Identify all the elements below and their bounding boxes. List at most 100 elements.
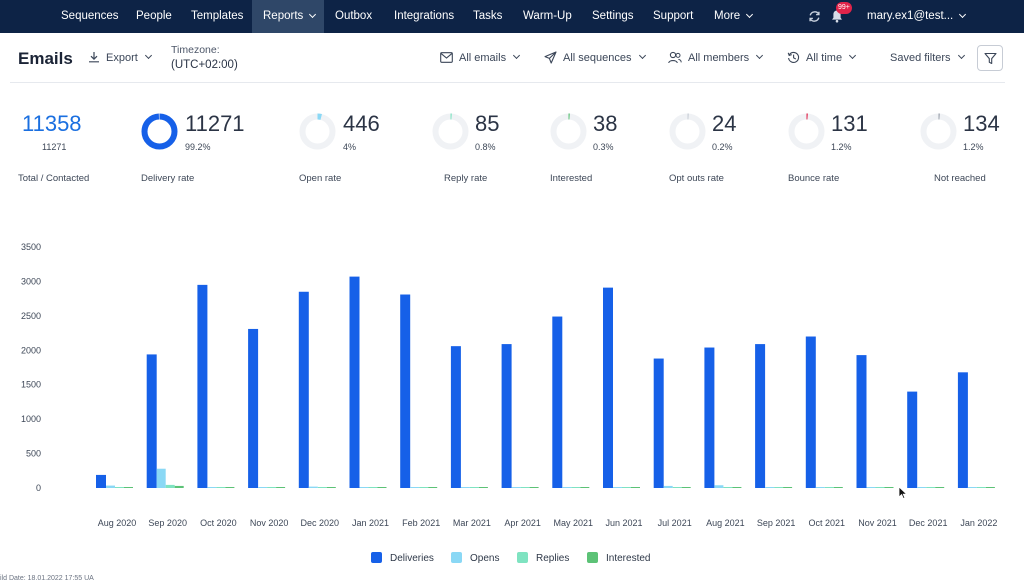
user-menu[interactable]: mary.ex1@test... [867,0,967,33]
export-button[interactable]: Export [88,50,152,66]
bar-interested-may-2021[interactable] [580,487,590,488]
timezone-value[interactable]: (UTC+02:00) [171,59,238,71]
bar-interested-aug-2021[interactable] [732,487,742,488]
bar-replies-dec-2021[interactable] [926,487,936,488]
bar-replies-aug-2021[interactable] [723,487,733,488]
bar-opens-sep-2020[interactable] [156,468,166,488]
nav-warm-up[interactable]: Warm-Up [523,10,572,22]
bar-replies-jan-2022[interactable] [976,487,986,488]
bar-opens-feb-2021[interactable] [410,487,420,488]
x-tick-label: Jul 2021 [658,518,692,528]
bar-deliveries-dec-2021[interactable] [907,391,918,488]
all-sequences-filter[interactable]: All sequences [544,50,646,66]
nav-outbox[interactable]: Outbox [335,10,373,22]
bar-interested-mar-2021[interactable] [478,487,488,488]
bar-deliveries-dec-2020[interactable] [298,291,309,488]
bar-deliveries-sep-2020[interactable] [146,354,157,488]
saved-filters-dropdown[interactable]: Saved filters [890,50,965,66]
bar-opens-aug-2020[interactable] [106,485,115,488]
bar-replies-feb-2021[interactable] [419,487,429,488]
bar-deliveries-nov-2021[interactable] [856,355,867,488]
bar-deliveries-jan-2021[interactable] [349,276,360,488]
all-members-filter[interactable]: All members [668,50,764,66]
bar-replies-may-2021[interactable] [571,487,581,488]
bar-deliveries-sep-2021[interactable] [755,344,766,488]
nav-people[interactable]: People [136,10,172,22]
bar-opens-oct-2021[interactable] [815,487,825,488]
bar-opens-aug-2021[interactable] [714,485,724,488]
all-time-filter[interactable]: All time [787,50,857,66]
bar-deliveries-jul-2021[interactable] [653,358,664,488]
refresh-icon[interactable] [808,10,821,23]
bar-interested-nov-2021[interactable] [884,487,894,488]
bar-opens-jun-2021[interactable] [613,487,622,488]
bar-interested-dec-2021[interactable] [935,487,945,488]
bar-replies-nov-2020[interactable] [267,487,277,488]
y-tick-label: 500 [26,449,41,459]
bar-deliveries-jan-2022[interactable] [957,372,968,488]
bar-interested-apr-2021[interactable] [529,487,539,488]
bar-opens-sep-2021[interactable] [765,487,775,488]
bar-interested-jul-2021[interactable] [681,487,691,488]
bar-interested-jan-2021[interactable] [377,487,387,488]
bar-interested-jan-2022[interactable] [985,487,995,488]
bar-replies-apr-2021[interactable] [520,487,530,488]
bar-deliveries-mar-2021[interactable] [450,346,461,488]
bar-deliveries-aug-2021[interactable] [704,347,715,488]
bar-deliveries-nov-2020[interactable] [248,328,259,488]
bar-replies-jul-2021[interactable] [672,487,682,488]
chart-legend: Deliveries Opens Replies Interested [0,551,1024,567]
bar-interested-oct-2021[interactable] [833,487,843,488]
legend-item-replies[interactable]: Replies [517,551,569,567]
bar-opens-nov-2021[interactable] [866,487,876,488]
bar-replies-jun-2021[interactable] [622,487,631,488]
bar-deliveries-aug-2020[interactable] [96,474,106,488]
nav-templates[interactable]: Templates [191,10,244,22]
bar-opens-nov-2020[interactable] [258,487,268,488]
bar-opens-jan-2021[interactable] [359,487,369,488]
bar-opens-dec-2020[interactable] [308,486,318,488]
bar-opens-jan-2022[interactable] [967,487,977,488]
bar-replies-nov-2021[interactable] [875,487,885,488]
bar-deliveries-oct-2021[interactable] [805,336,816,488]
bar-deliveries-jun-2021[interactable] [603,287,613,488]
bar-replies-sep-2021[interactable] [774,487,784,488]
bar-interested-sep-2021[interactable] [783,487,793,488]
bar-deliveries-apr-2021[interactable] [501,344,512,488]
bar-interested-dec-2020[interactable] [326,487,336,488]
bar-interested-nov-2020[interactable] [276,487,286,488]
bar-replies-mar-2021[interactable] [469,487,479,488]
bar-replies-sep-2020[interactable] [165,484,175,488]
nav-sequences[interactable]: Sequences [61,10,119,22]
nav-settings[interactable]: Settings [592,10,634,22]
bar-opens-dec-2021[interactable] [917,487,927,488]
bar-interested-oct-2020[interactable] [225,487,235,488]
legend-item-deliveries[interactable]: Deliveries [371,551,434,567]
bar-replies-aug-2020[interactable] [115,487,124,488]
bar-deliveries-oct-2020[interactable] [197,284,208,488]
bar-opens-oct-2020[interactable] [207,487,217,488]
bar-deliveries-feb-2021[interactable] [400,294,411,488]
bar-opens-may-2021[interactable] [562,487,572,488]
bar-interested-sep-2020[interactable] [174,485,184,488]
legend-item-interested[interactable]: Interested [587,551,650,567]
nav-tasks[interactable]: Tasks [473,10,503,22]
bar-opens-mar-2021[interactable] [460,487,470,488]
bar-interested-jun-2021[interactable] [631,487,640,488]
bar-replies-jan-2021[interactable] [368,487,378,488]
nav-integrations[interactable]: Integrations [394,10,455,22]
all-emails-filter[interactable]: All emails [440,50,521,66]
bar-replies-dec-2020[interactable] [317,487,327,488]
nav-reports[interactable]: Reports [252,0,324,33]
bar-opens-jul-2021[interactable] [663,485,673,488]
bar-interested-feb-2021[interactable] [428,487,438,488]
bar-opens-apr-2021[interactable] [511,487,521,488]
legend-item-opens[interactable]: Opens [451,551,499,567]
bar-replies-oct-2021[interactable] [824,487,834,488]
bar-replies-oct-2020[interactable] [216,487,226,488]
nav-more[interactable]: More [714,0,754,33]
filter-button[interactable] [977,45,1003,71]
bar-deliveries-may-2021[interactable] [552,316,563,488]
bar-interested-aug-2020[interactable] [124,487,133,488]
nav-support[interactable]: Support [653,10,694,22]
